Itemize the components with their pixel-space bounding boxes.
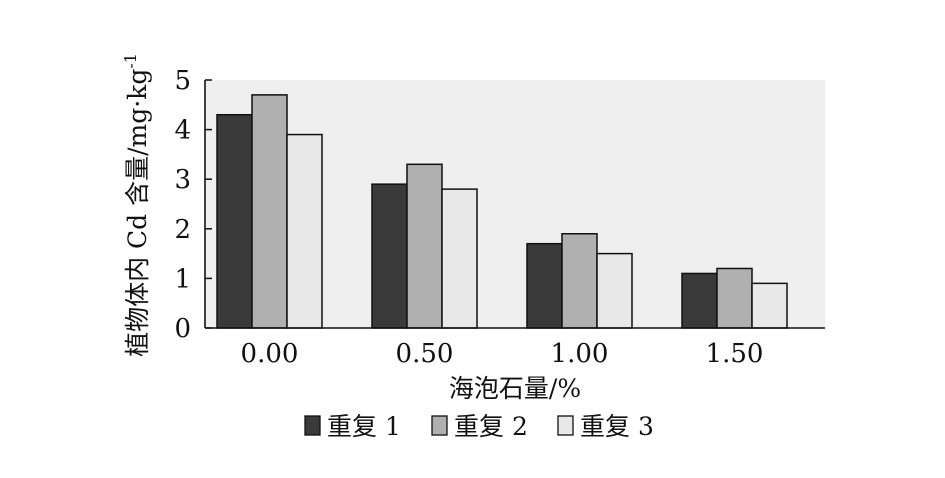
legend-swatch-series3 [557,415,574,436]
legend-label-series3: 重复 3 [580,412,654,441]
y-tick-label: 4 [174,116,191,146]
bar-series1-1.50 [681,272,718,329]
bar-series1-0.50 [371,183,408,329]
y-tick-label: 3 [174,165,191,195]
bar-series3-1.50 [751,282,788,329]
legend-label-series2: 重复 2 [454,412,528,441]
y-axis-title: 植物体内 Cd 含量/mg·kg-1 [121,53,152,357]
bar-series2-0.50 [406,163,443,329]
bars-group [216,94,788,329]
bar-series2-1.50 [716,267,753,329]
x-tick-label: 1.50 [706,339,764,369]
x-tick-label: 0.00 [241,339,299,369]
bar-series1-0.00 [216,113,253,329]
y-ticks-group: 0 1 2 3 4 5 [174,66,212,344]
y-tick-label: 2 [174,215,191,245]
axes-group [204,80,825,329]
x-tick-label: 0.50 [396,339,454,369]
legend: 重复 1 重复 2 重复 3 [304,412,654,441]
bar-series2-0.00 [251,94,288,329]
bar-series3-1.00 [596,252,633,329]
bar-series2-1.00 [561,233,598,329]
y-tick-label: 0 [174,314,191,344]
x-tick-label: 1.00 [551,339,609,369]
bar-series3-0.50 [441,188,478,329]
bar-series1-1.00 [526,242,563,329]
legend-swatch-series1 [304,415,321,436]
legend-label-series1: 重复 1 [327,412,401,441]
x-ticks-group: 0.00 0.50 1.00 1.50 [241,339,764,369]
bar-series3-0.00 [286,133,323,329]
y-tick-label: 1 [174,264,191,294]
x-axis-title: 海泡石量/% [449,374,581,403]
legend-swatch-series2 [431,415,448,436]
y-tick-label: 5 [174,66,191,96]
